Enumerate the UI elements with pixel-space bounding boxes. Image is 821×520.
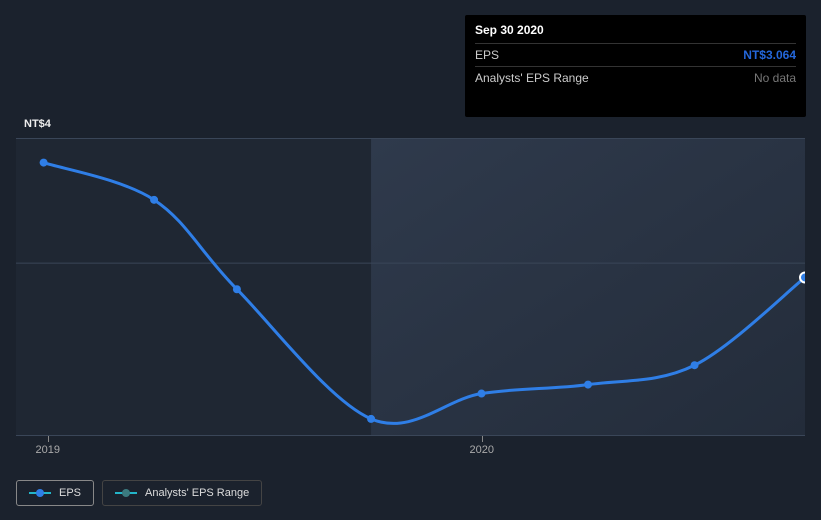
tooltip-box: Sep 30 2020 EPS NT$3.064 Analysts' EPS R… bbox=[465, 15, 806, 117]
x-axis-tick bbox=[482, 436, 483, 442]
x-axis-tick bbox=[48, 436, 49, 442]
tooltip-row-eps: EPS NT$3.064 bbox=[475, 43, 796, 66]
legend: EPS Analysts' EPS Range bbox=[16, 480, 262, 506]
legend-item-label: Analysts' EPS Range bbox=[145, 487, 249, 499]
tooltip-date: Sep 30 2020 bbox=[475, 23, 796, 43]
legend-item-range[interactable]: Analysts' EPS Range bbox=[102, 480, 262, 506]
tooltip-row-label: EPS bbox=[475, 48, 499, 62]
chart-area: NT$4 NT$2 Actual 20192020 bbox=[16, 118, 805, 438]
chart-container: Sep 30 2020 EPS NT$3.064 Analysts' EPS R… bbox=[0, 0, 821, 520]
y-axis-top-label: NT$4 bbox=[24, 118, 51, 130]
tooltip-row-range: Analysts' EPS Range No data bbox=[475, 66, 796, 89]
tooltip-row-label: Analysts' EPS Range bbox=[475, 71, 589, 85]
tooltip-row-value: No data bbox=[754, 71, 796, 85]
x-axis-label: 2019 bbox=[36, 444, 60, 456]
legend-swatch-icon bbox=[29, 489, 51, 497]
legend-item-eps[interactable]: EPS bbox=[16, 480, 94, 506]
legend-item-label: EPS bbox=[59, 487, 81, 499]
chart-svg[interactable] bbox=[16, 138, 805, 436]
x-axis-label: 2020 bbox=[470, 444, 494, 456]
tooltip-row-value: NT$3.064 bbox=[743, 48, 796, 62]
legend-swatch-icon bbox=[115, 489, 137, 497]
